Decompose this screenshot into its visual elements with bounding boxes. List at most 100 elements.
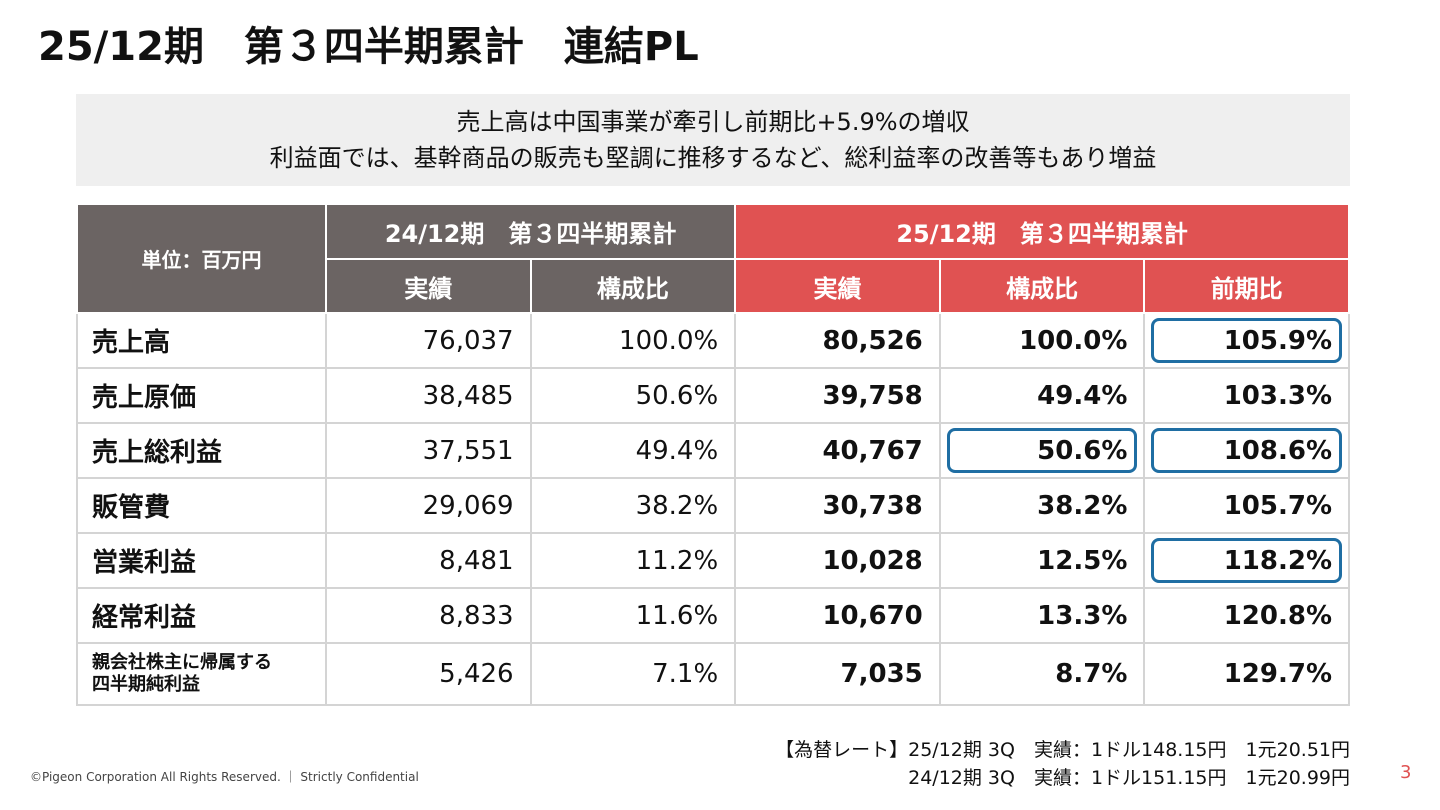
column-header: 実績 <box>734 258 941 314</box>
page-number: 3 <box>1400 762 1412 783</box>
row-label-line: 売上高 <box>92 328 171 358</box>
cell: 100.0% <box>529 312 737 369</box>
group-header: 24/12期 第３四半期累計 <box>324 203 737 260</box>
column-header: 前期比 <box>1143 258 1350 314</box>
cell: 105.7% <box>1143 477 1350 534</box>
row-label-line: 販管費 <box>92 493 171 523</box>
cell: 11.6% <box>529 587 737 644</box>
row-label: 親会社株主に帰属する 四半期純利益 <box>76 642 327 706</box>
cell: 100.0% <box>938 312 1146 369</box>
table-row: 販管費 29,069 38.2% 30,738 38.2% 105.7% <box>76 477 1350 534</box>
cell-value: 12.5% <box>1037 545 1128 576</box>
cell: 49.4% <box>938 367 1146 424</box>
column-header: 実績 <box>325 258 532 314</box>
cell-value: 100.0% <box>1019 325 1128 356</box>
highlight-box <box>1151 428 1342 473</box>
cell-value: 8,833 <box>439 600 514 631</box>
column-header: 構成比 <box>938 258 1146 314</box>
table-row: 親会社株主に帰属する 四半期純利益 5,426 7.1% 7,035 8.7% 129.7% <box>76 642 1350 706</box>
row-label-line: 売上原価 <box>92 383 197 413</box>
footnote-text: 25/12期 3Q 実績：1ドル148.15円 1元20.51円 <box>908 739 1350 761</box>
cell: 10,670 <box>734 587 941 644</box>
row-label: 営業利益 <box>76 532 327 589</box>
cell: 38.2% <box>938 477 1146 534</box>
cell: 38.2% <box>529 477 737 534</box>
cell-value: 10,670 <box>822 600 923 631</box>
cell-value: 129.7% <box>1223 659 1332 689</box>
table-row: 売上総利益 37,551 49.4% 40,767 50.6% 108.6% <box>76 422 1350 479</box>
table-row: 営業利益 8,481 11.2% 10,028 12.5% 118.2% <box>76 532 1350 589</box>
cell-value: 5,426 <box>439 659 514 689</box>
cell: 8,481 <box>325 532 532 589</box>
cell: 7,035 <box>734 642 941 706</box>
cell: 129.7% <box>1143 642 1350 706</box>
summary-line: 利益面では、基幹商品の販売も堅調に推移するなど、総利益率の改善等もあり増益 <box>269 144 1157 172</box>
cell: 8.7% <box>938 642 1146 706</box>
row-label: 販管費 <box>76 477 327 534</box>
cell: 29,069 <box>325 477 532 534</box>
cell-value: 8.7% <box>1055 659 1128 689</box>
cell-value: 118.2% <box>1223 545 1332 576</box>
cell-value: 80,526 <box>822 325 923 356</box>
cell-value: 30,738 <box>822 490 923 521</box>
footnote-line: 【為替レート】25/12期 3Q 実績：1ドル148.15円 1元20.51円 <box>775 736 1350 764</box>
cell: 103.3% <box>1143 367 1350 424</box>
cell-value: 7,035 <box>840 659 923 689</box>
cell-value: 50.6% <box>1037 435 1128 466</box>
row-label-line: 営業利益 <box>92 548 197 578</box>
cell-value: 11.2% <box>635 545 719 576</box>
cell: 76,037 <box>325 312 532 369</box>
cell: 30,738 <box>734 477 941 534</box>
footnote-text: 24/12期 3Q 実績：1ドル151.15円 1元20.99円 <box>908 767 1350 789</box>
cell-value: 120.8% <box>1223 600 1332 631</box>
cell-value: 49.4% <box>635 435 719 466</box>
cell: 8,833 <box>325 587 532 644</box>
row-label-line: 親会社株主に帰属する <box>92 652 272 673</box>
cell-value: 29,069 <box>422 490 514 521</box>
cell-value: 10,028 <box>822 545 923 576</box>
cell-value: 50.6% <box>635 380 719 411</box>
cell-value: 38.2% <box>1037 490 1128 521</box>
footnote-line: 【為替レート】24/12期 3Q 実績：1ドル151.15円 1元20.99円 <box>775 764 1350 792</box>
row-label-line: 四半期純利益 <box>92 674 200 695</box>
cell-value: 40,767 <box>822 435 923 466</box>
cell-value: 8,481 <box>439 545 514 576</box>
cell: 118.2% <box>1143 532 1350 589</box>
cell: 12.5% <box>938 532 1146 589</box>
cell-value: 39,758 <box>822 380 923 411</box>
row-label-line: 売上総利益 <box>92 438 223 468</box>
cell: 38,485 <box>325 367 532 424</box>
cell-value: 103.3% <box>1223 380 1332 411</box>
highlight-box <box>1151 318 1342 363</box>
cell-value: 108.6% <box>1223 435 1332 466</box>
cell-value: 13.3% <box>1037 600 1128 631</box>
footnote-label: 【為替レート】 <box>775 739 909 761</box>
cell-value: 37,551 <box>422 435 514 466</box>
cell: 49.4% <box>529 422 737 479</box>
summary-box: 売上高は中国事業が牽引し前期比+5.9%の増収 利益面では、基幹商品の販売も堅調… <box>76 94 1350 186</box>
group-header: 25/12期 第３四半期累計 <box>734 203 1350 260</box>
highlight-box <box>1151 538 1342 583</box>
cell-value: 76,037 <box>422 325 514 356</box>
copyright: ©Pigeon Corporation All Rights Reserved.… <box>30 770 419 784</box>
cell-value: 105.9% <box>1223 325 1332 356</box>
cell: 50.6% <box>529 367 737 424</box>
cell: 5,426 <box>325 642 532 706</box>
cell-value: 105.7% <box>1223 490 1332 521</box>
cell-value: 7.1% <box>652 659 719 689</box>
cell: 80,526 <box>734 312 941 369</box>
row-label: 売上総利益 <box>76 422 327 479</box>
unit-header: 単位：百万円 <box>76 203 327 314</box>
row-label-line: 経常利益 <box>92 603 197 633</box>
cell-value: 38.2% <box>635 490 719 521</box>
cell: 13.3% <box>938 587 1146 644</box>
row-label: 売上原価 <box>76 367 327 424</box>
cell: 7.1% <box>529 642 737 706</box>
table-row: 経常利益 8,833 11.6% 10,670 13.3% 120.8% <box>76 587 1350 644</box>
cell: 37,551 <box>325 422 532 479</box>
cell-value: 100.0% <box>619 325 719 356</box>
footnote: 【為替レート】25/12期 3Q 実績：1ドル148.15円 1元20.51円 … <box>775 736 1350 792</box>
row-label: 売上高 <box>76 312 327 369</box>
table-row: 売上高 76,037 100.0% 80,526 100.0% 105.9% <box>76 312 1350 369</box>
